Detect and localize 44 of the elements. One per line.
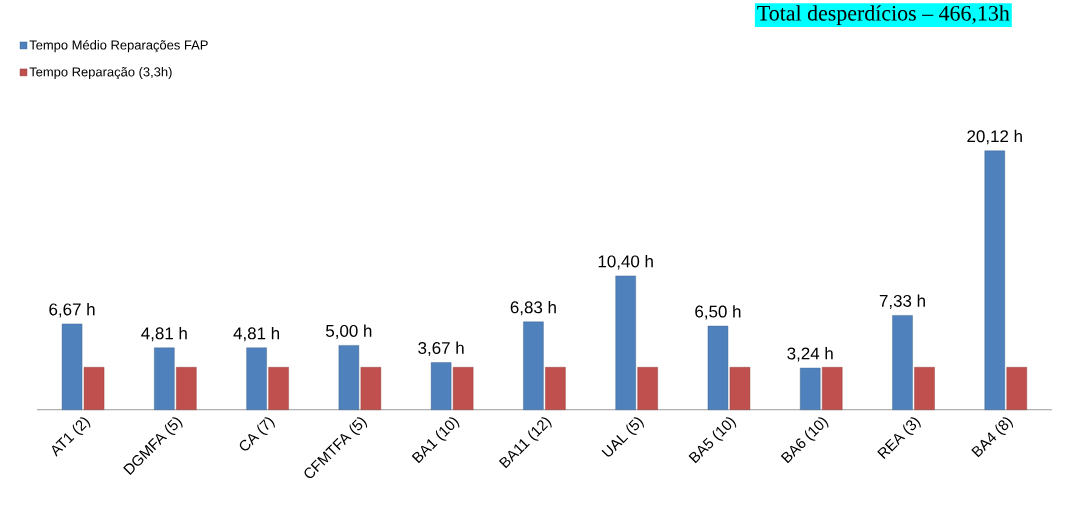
data-label: 5,00 h [326,324,372,339]
legend-label: Tempo Reparação (3,3h) [29,66,172,80]
data-label: 6,50 h [695,305,741,320]
bar [246,347,267,410]
legend-label: Tempo Médio Reparações FAP [29,39,208,53]
bar [615,275,636,410]
bar [83,367,105,410]
bar [822,367,843,410]
bar [800,367,821,410]
data-label: 4,81 h [233,326,280,342]
bar [1006,367,1027,410]
data-label: 4,81 h [141,326,187,342]
bar [707,325,729,410]
bar [892,315,913,410]
data-label: 3,24 h [787,347,833,362]
bar [914,367,935,410]
data-label: 6,83 h [510,300,556,316]
data-label: 10,40 h [598,254,653,270]
x-tick-label: BA6 (10) [780,417,829,464]
data-label: 3,67 h [418,341,464,356]
bar [176,367,197,410]
bar [452,367,474,410]
bar [984,150,1005,410]
x-tick-label: BA1 (10) [411,417,460,464]
x-tick-label: BA4 (8) [971,417,1014,458]
x-tick-label: REA (3) [877,417,921,460]
x-tick-label: BA5 (10) [688,417,737,464]
x-tick-label: AT1 (2) [51,417,91,457]
bar [545,367,566,410]
chart-title: Total desperdícios – 466,13h [757,5,1010,26]
data-label: 6,67 h [49,302,95,318]
bar [61,323,83,410]
bar [523,321,544,410]
data-label: 20,12 h [967,129,1022,145]
bar [729,367,751,410]
bar [360,367,382,410]
bar [338,345,360,410]
bar [154,347,175,410]
data-label: 7,33 h [879,294,925,309]
x-tick-label: UAL (5) [601,417,644,457]
bar [637,367,658,410]
bar [430,362,452,410]
bar [268,367,289,410]
x-tick-label: CA (7) [239,417,275,451]
